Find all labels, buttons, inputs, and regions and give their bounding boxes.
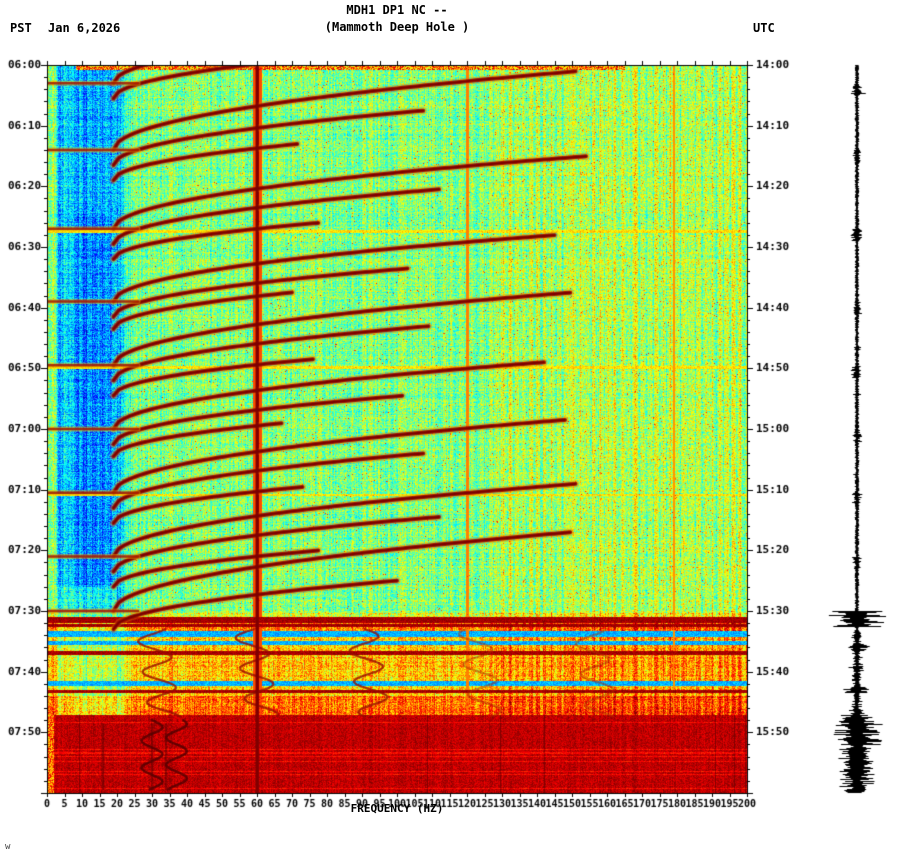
corner-mark: w bbox=[5, 842, 11, 852]
date-label: Jan 6,2026 bbox=[48, 21, 121, 35]
timezone-left-label: PST bbox=[10, 21, 32, 35]
station-subtitle: (Mammoth Deep Hole ) bbox=[324, 20, 470, 34]
frequency-axis-label: FREQUENCY (HZ) bbox=[350, 802, 444, 815]
page-title: MDH1 DP1 NC -- bbox=[346, 3, 448, 17]
timezone-right-label: UTC bbox=[753, 21, 775, 35]
